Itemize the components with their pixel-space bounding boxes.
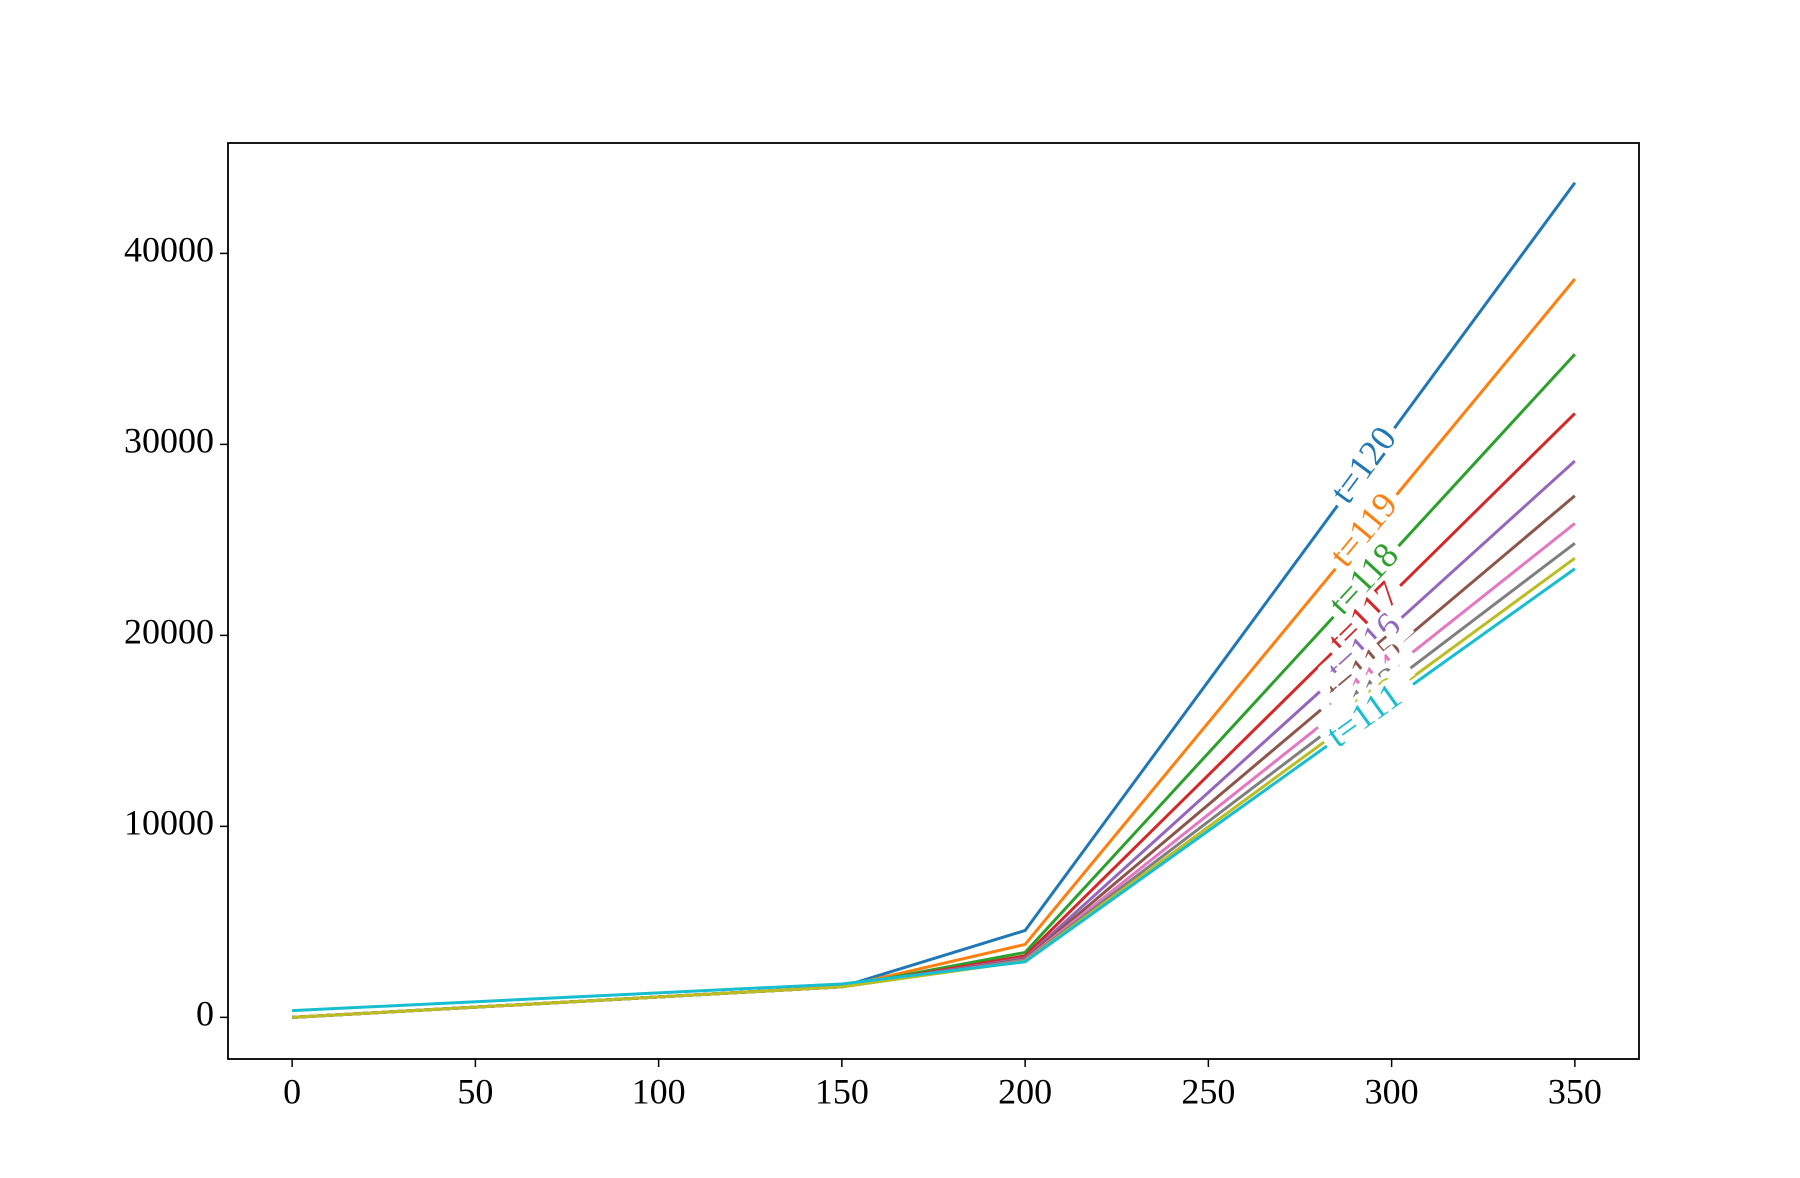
y-tick-label: 10000 [124,803,214,843]
x-tick-label: 50 [457,1071,493,1111]
x-tick-label: 150 [815,1071,869,1111]
y-tick-label: 20000 [124,612,214,652]
line-label-background [1315,674,1417,762]
y-tick-label: 30000 [124,421,214,461]
x-tick-label: 300 [1365,1071,1419,1111]
x-tick-label: 100 [632,1071,686,1111]
line-label-background [1319,533,1413,630]
y-tick-label: 0 [196,994,214,1034]
y-tick-label: 40000 [124,230,214,270]
x-tick-label: 350 [1548,1071,1602,1111]
x-tick-label: 0 [283,1071,301,1111]
series-line [292,567,1576,1013]
x-tick-label: 250 [1181,1071,1235,1111]
line-label-background [1318,572,1414,667]
line-label-background [1320,482,1412,581]
x-tick-label: 200 [998,1071,1052,1111]
axes-frame [227,142,1640,1060]
line-label-background [1322,416,1410,517]
